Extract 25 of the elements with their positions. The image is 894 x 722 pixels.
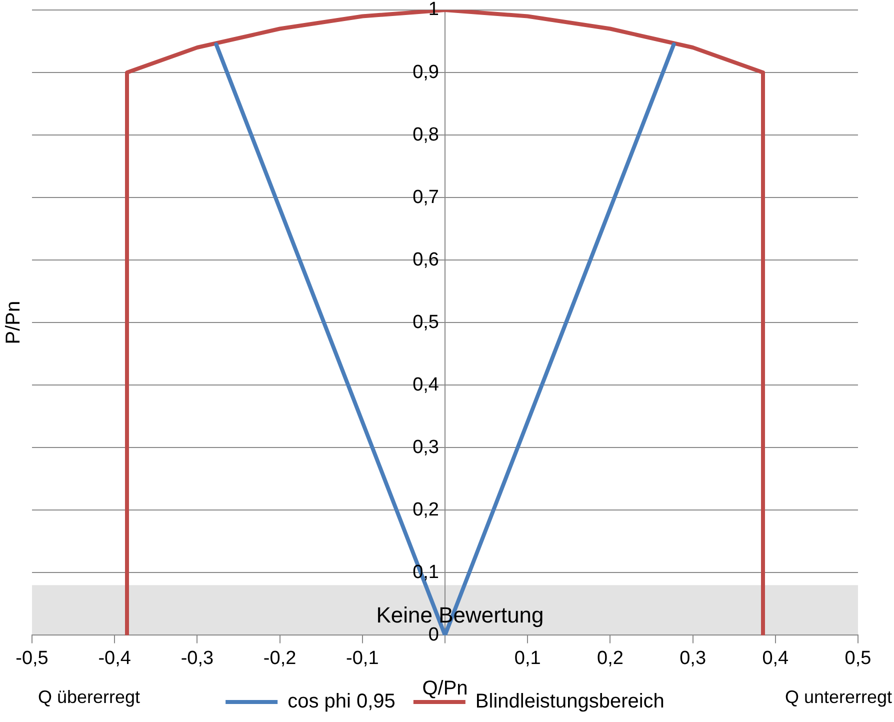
text: Q übererregt — [38, 686, 140, 707]
x-tick-label: 0,1 — [514, 648, 541, 669]
x-tick-label: -0,5 — [16, 648, 48, 669]
y-tick-label: 0,9 — [412, 62, 439, 83]
legend-label: cos phi 0,95 — [288, 690, 396, 713]
x-tick-label: 0,2 — [596, 648, 624, 669]
y-tick-label: 0,3 — [412, 436, 439, 458]
x-tick-label: 0,5 — [844, 648, 872, 669]
x-axis-title: Q/Pn — [422, 678, 468, 700]
x-tick-label: 0,4 — [762, 648, 790, 669]
y-tick-label: 0,5 — [412, 312, 439, 333]
y-tick-label: 0 — [428, 624, 439, 646]
x-tick-label: -0,4 — [98, 648, 132, 669]
legend-label: Blindleistungsbereich — [475, 690, 664, 713]
y-tick-label: 0,7 — [412, 186, 439, 208]
y-tick-label: 0,4 — [412, 374, 440, 396]
x-tick-label: -0,2 — [263, 648, 296, 669]
text: Q untererregt — [784, 686, 892, 707]
y-tick-label: 0,8 — [412, 124, 439, 146]
y-tick-label: 0,6 — [412, 249, 439, 270]
x-tick-label: 0,3 — [680, 648, 706, 669]
y-axis-title: P/Pn — [2, 300, 25, 344]
x-tick-label: -0,3 — [180, 648, 214, 669]
y-tick-label: 0,2 — [412, 499, 439, 520]
x-tick-label: -0,1 — [346, 648, 379, 669]
